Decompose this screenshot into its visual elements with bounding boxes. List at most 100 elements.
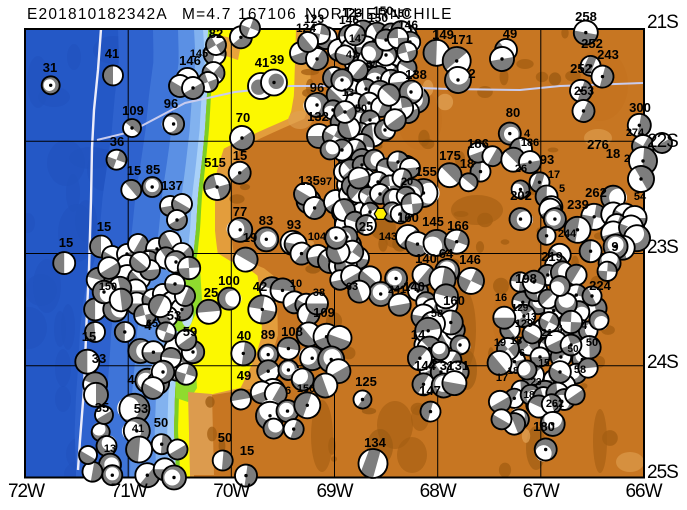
svg-text:6: 6 bbox=[285, 385, 291, 397]
svg-text:143: 143 bbox=[379, 231, 397, 243]
svg-text:58: 58 bbox=[431, 308, 443, 320]
svg-text:109: 109 bbox=[122, 103, 144, 118]
svg-text:150: 150 bbox=[368, 11, 388, 25]
svg-text:66W: 66W bbox=[625, 481, 662, 502]
svg-text:26: 26 bbox=[515, 163, 527, 175]
svg-text:39: 39 bbox=[270, 52, 284, 67]
svg-text:50: 50 bbox=[218, 430, 232, 445]
svg-text:18: 18 bbox=[606, 146, 620, 161]
svg-text:77: 77 bbox=[233, 204, 247, 219]
svg-text:42: 42 bbox=[253, 279, 267, 294]
svg-text:4: 4 bbox=[524, 128, 531, 140]
svg-text:16: 16 bbox=[495, 292, 507, 304]
svg-text:145: 145 bbox=[190, 48, 208, 60]
svg-text:15: 15 bbox=[82, 329, 96, 344]
svg-text:M=4.7: M=4.7 bbox=[182, 6, 232, 23]
svg-text:23S: 23S bbox=[647, 237, 678, 258]
svg-text:38: 38 bbox=[313, 287, 325, 299]
svg-text:40: 40 bbox=[237, 328, 251, 343]
svg-text:15: 15 bbox=[97, 219, 111, 234]
svg-text:146: 146 bbox=[179, 53, 201, 68]
svg-text:31: 31 bbox=[440, 358, 454, 373]
svg-text:58: 58 bbox=[574, 364, 586, 376]
svg-text:219: 219 bbox=[541, 249, 563, 264]
svg-text:21S: 21S bbox=[647, 12, 678, 33]
svg-text:41: 41 bbox=[255, 55, 269, 70]
svg-text:300: 300 bbox=[629, 100, 651, 115]
svg-text:68W: 68W bbox=[420, 481, 457, 502]
svg-text:515: 515 bbox=[204, 155, 226, 170]
svg-text:20: 20 bbox=[401, 176, 413, 188]
svg-text:33: 33 bbox=[92, 351, 106, 366]
svg-text:109: 109 bbox=[313, 305, 335, 320]
svg-text:41: 41 bbox=[132, 423, 144, 435]
svg-text:160: 160 bbox=[443, 293, 465, 308]
svg-text:146: 146 bbox=[339, 13, 359, 27]
svg-text:59: 59 bbox=[183, 324, 197, 339]
svg-text:24S: 24S bbox=[647, 352, 678, 373]
svg-text:50: 50 bbox=[355, 103, 367, 115]
svg-text:125: 125 bbox=[355, 374, 377, 389]
svg-text:274: 274 bbox=[626, 127, 645, 139]
svg-text:10: 10 bbox=[290, 278, 302, 290]
svg-text:253: 253 bbox=[574, 84, 594, 98]
svg-text:140: 140 bbox=[415, 251, 437, 266]
svg-text:167106: 167106 bbox=[238, 6, 297, 23]
svg-text:85: 85 bbox=[146, 162, 160, 177]
svg-text:262: 262 bbox=[546, 398, 564, 410]
svg-text:129: 129 bbox=[512, 303, 529, 314]
svg-text:2: 2 bbox=[624, 153, 630, 165]
svg-text:146: 146 bbox=[398, 18, 418, 32]
svg-text:53: 53 bbox=[134, 401, 148, 416]
svg-text:96: 96 bbox=[164, 96, 178, 111]
svg-text:64: 64 bbox=[439, 246, 454, 261]
svg-text:104: 104 bbox=[308, 231, 327, 243]
svg-text:97: 97 bbox=[320, 176, 332, 188]
svg-text:149: 149 bbox=[432, 27, 454, 42]
svg-text:13: 13 bbox=[342, 87, 354, 99]
svg-text:17: 17 bbox=[548, 169, 560, 181]
svg-text:70: 70 bbox=[236, 110, 250, 125]
svg-text:239: 239 bbox=[567, 197, 589, 212]
svg-text:2: 2 bbox=[468, 66, 475, 81]
svg-text:171: 171 bbox=[451, 32, 473, 47]
svg-text:35: 35 bbox=[95, 400, 109, 415]
svg-text:54: 54 bbox=[634, 191, 647, 203]
svg-text:89: 89 bbox=[261, 327, 275, 342]
svg-text:202: 202 bbox=[510, 188, 532, 203]
svg-text:198: 198 bbox=[515, 271, 537, 286]
svg-text:19: 19 bbox=[243, 230, 257, 245]
svg-text:49: 49 bbox=[503, 26, 517, 41]
svg-text:135: 135 bbox=[298, 173, 320, 188]
svg-text:31: 31 bbox=[43, 60, 57, 75]
svg-text:147: 147 bbox=[419, 383, 441, 398]
svg-text:E201810182342A: E201810182342A bbox=[27, 6, 168, 23]
svg-text:18: 18 bbox=[510, 335, 522, 347]
svg-text:241: 241 bbox=[388, 284, 406, 296]
svg-text:4: 4 bbox=[127, 372, 135, 387]
svg-text:93: 93 bbox=[540, 152, 554, 167]
svg-text:49: 49 bbox=[237, 368, 251, 383]
svg-text:19: 19 bbox=[494, 337, 506, 349]
svg-text:25: 25 bbox=[359, 219, 373, 234]
svg-text:NORTHERN: NORTHERN bbox=[305, 6, 402, 23]
svg-text:CHILE: CHILE bbox=[401, 6, 453, 23]
svg-text:50: 50 bbox=[154, 415, 168, 430]
svg-text:138: 138 bbox=[405, 67, 427, 82]
svg-text:43: 43 bbox=[346, 49, 358, 61]
svg-text:50: 50 bbox=[586, 337, 598, 349]
svg-text:9: 9 bbox=[611, 239, 618, 254]
svg-text:243: 243 bbox=[597, 47, 619, 62]
svg-text:156: 156 bbox=[297, 383, 315, 395]
svg-text:123: 123 bbox=[342, 6, 362, 20]
svg-text:83: 83 bbox=[259, 213, 273, 228]
svg-text:150: 150 bbox=[373, 4, 393, 18]
svg-text:53: 53 bbox=[167, 308, 181, 323]
svg-text:186: 186 bbox=[521, 137, 539, 149]
svg-text:15: 15 bbox=[127, 163, 141, 178]
svg-text:41: 41 bbox=[105, 46, 119, 61]
svg-text:15: 15 bbox=[538, 358, 550, 369]
svg-text:4: 4 bbox=[581, 320, 588, 332]
svg-text:262: 262 bbox=[585, 185, 607, 200]
svg-text:58: 58 bbox=[366, 59, 378, 71]
